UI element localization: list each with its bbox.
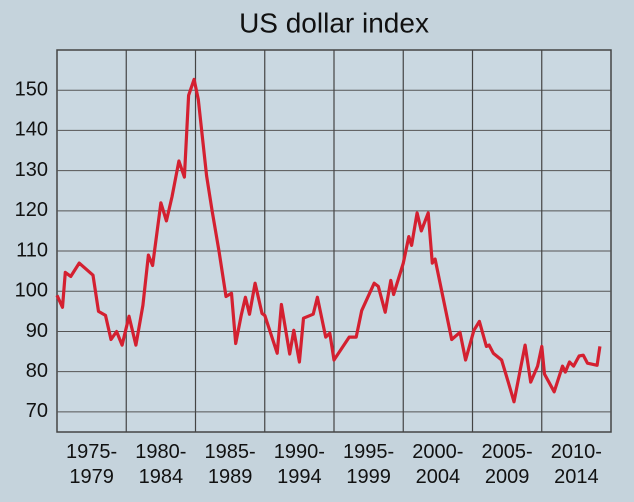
x-tick-label: 1990- 1994 [273, 441, 325, 488]
y-tick-label: 130 [15, 159, 48, 181]
x-tick-label: 1995- 1999 [343, 441, 395, 488]
y-tick-label: 90 [26, 320, 48, 342]
y-tick-label: 150 [15, 78, 48, 100]
data-line [55, 77, 602, 404]
y-tick-label: 140 [15, 119, 48, 141]
x-tick-label: 1980- 1984 [135, 441, 187, 488]
x-tick-label: 1975- 1979 [66, 441, 118, 488]
x-tick-label: 2005- 2009 [481, 441, 533, 488]
x-tick-label: 2000- 2004 [412, 441, 464, 488]
chart-title: US dollar index [239, 7, 429, 38]
y-tick-label: 80 [26, 360, 48, 382]
y-tick-label: 110 [16, 239, 48, 261]
x-tick-label: 1985- 1989 [204, 441, 256, 488]
x-tick-label: 2010- 2014 [550, 441, 602, 488]
y-tick-label: 70 [26, 400, 48, 422]
y-tick-label: 120 [15, 199, 48, 221]
y-tick-label: 100 [15, 280, 48, 302]
